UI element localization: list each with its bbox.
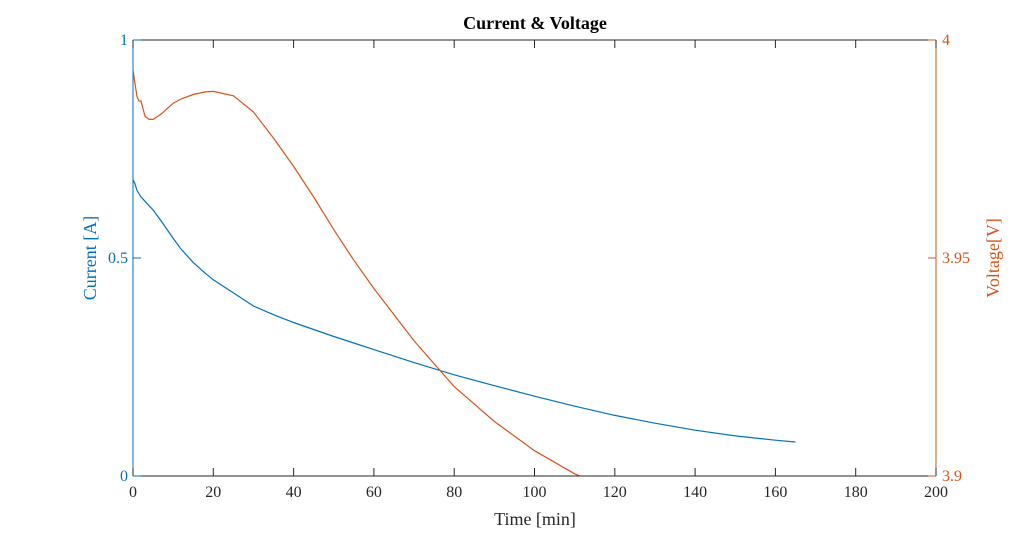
axes-layer: 0 20 40 60 80 100 120 140 160 180 200 0 0.5 1 3.9 3.95 4 bbox=[108, 32, 970, 501]
y-axis-right-label: Voltage[V] bbox=[983, 218, 1003, 298]
current-series-line bbox=[133, 179, 796, 443]
x-tick-label: 0 bbox=[129, 484, 137, 501]
x-tick-label: 100 bbox=[523, 484, 547, 501]
y-left-tick-label: 0 bbox=[120, 468, 128, 485]
x-tick-label: 140 bbox=[683, 484, 707, 501]
x-tick-label: 80 bbox=[446, 484, 462, 501]
x-tick-label: 180 bbox=[844, 484, 868, 501]
y-left-tick-label: 0.5 bbox=[108, 250, 128, 267]
x-tick-label: 40 bbox=[286, 484, 302, 501]
x-tick-label: 160 bbox=[763, 484, 787, 501]
y-right-tick-label: 3.9 bbox=[942, 468, 962, 485]
y-axis-left-label: Current [A] bbox=[80, 216, 100, 300]
x-tick-label: 60 bbox=[366, 484, 382, 501]
plot-background bbox=[133, 40, 936, 476]
y-right-tick-label: 3.95 bbox=[942, 250, 970, 267]
y-right-tick-label: 4 bbox=[942, 32, 950, 49]
chart-title: Current & Voltage bbox=[463, 13, 607, 33]
voltage-series-line bbox=[133, 70, 582, 476]
x-tick-label: 200 bbox=[924, 484, 948, 501]
plot-area bbox=[133, 40, 936, 476]
y-left-tick-label: 1 bbox=[120, 32, 128, 49]
x-tick-label: 120 bbox=[603, 484, 627, 501]
x-axis-label: Time [min] bbox=[494, 509, 576, 529]
series-layer bbox=[133, 70, 796, 476]
x-tick-label: 20 bbox=[205, 484, 221, 501]
